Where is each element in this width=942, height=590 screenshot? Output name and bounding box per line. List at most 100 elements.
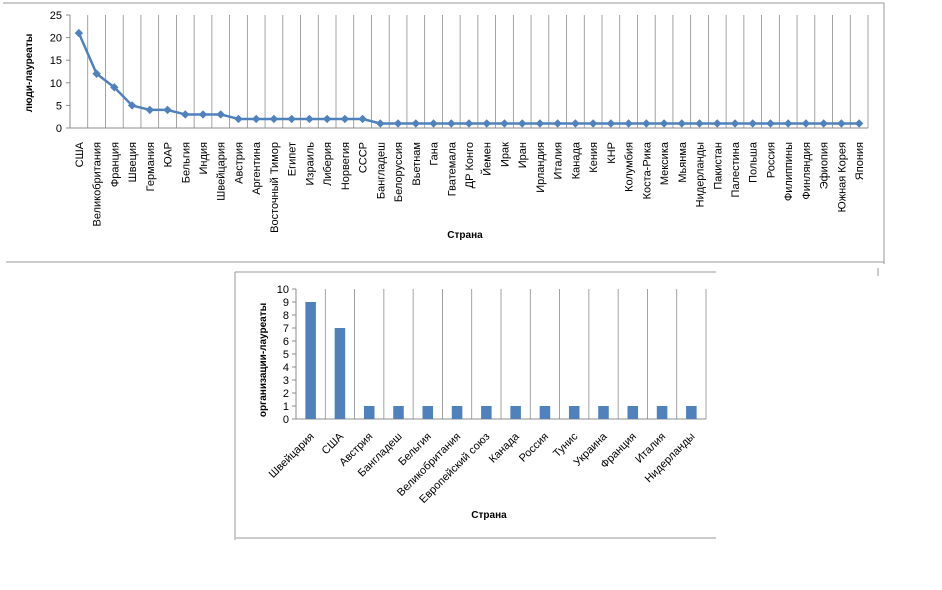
bar-chart-y-tick-label: 10	[277, 284, 289, 296]
bar-chart-frame	[234, 271, 716, 540]
line-chart-data-point	[837, 119, 846, 128]
bar-chart-x-axis-label: Страна	[471, 510, 507, 521]
bar-chart-y-tick-label: 6	[283, 336, 289, 348]
line-chart-data-point	[801, 119, 811, 128]
line-chart-data-point	[393, 119, 403, 128]
line-chart-data-point	[642, 119, 651, 128]
line-chart-data-point	[252, 114, 261, 124]
line-chart-data-point	[447, 119, 456, 128]
line-chart-data-point	[571, 119, 580, 128]
line-chart-series-line	[77, 32, 860, 125]
line-chart-x-tick-label: Великобритания	[92, 142, 104, 227]
line-chart-x-tick-label: Финляндия	[801, 142, 813, 200]
line-chart-y-tick-label: 0	[56, 123, 62, 135]
line-chart-data-point	[819, 119, 828, 128]
line-chart-x-tick-label: Швеция	[127, 142, 139, 182]
line-chart-x-tick-label: Колумбия	[624, 142, 636, 192]
line-chart-y-tick-label: 10	[50, 78, 62, 90]
line-chart-data-point	[677, 119, 686, 128]
line-chart-data-point	[553, 119, 562, 128]
line-chart-x-tick-label: США	[74, 141, 86, 167]
bar-chart-y-tick-label: 3	[283, 375, 289, 387]
line-chart-data-point	[518, 119, 527, 128]
line-chart-x-tick-label: Йемен	[481, 142, 494, 176]
line-chart-x-tick-label: Иран	[517, 142, 529, 168]
bar-chart-bar	[334, 328, 346, 419]
line-chart-data-point	[766, 119, 775, 128]
line-chart-data-point	[322, 114, 332, 124]
line-chart-data-point	[127, 101, 137, 110]
line-chart-data-point	[535, 119, 545, 128]
bar-chart-y-tick-label: 2	[283, 388, 289, 400]
line-chart-data-point	[163, 105, 172, 115]
line-chart-y-tick-label: 5	[56, 100, 62, 112]
line-chart-data-point	[411, 119, 420, 128]
line-chart-data-point	[464, 119, 474, 128]
line-chart-data-point	[482, 119, 491, 128]
line-chart-x-tick-label: Израиль	[304, 142, 316, 186]
line-chart-y-tick-label: 15	[50, 55, 62, 67]
line-chart-data-point	[269, 114, 279, 124]
bar-chart-bar	[363, 406, 375, 419]
line-chart-x-tick-label: Япония	[854, 142, 866, 180]
line-chart-data-point	[854, 119, 864, 128]
bar-chart-x-tick-label: Канада	[487, 430, 522, 465]
bar-chart-y-tick-label: 0	[283, 414, 289, 426]
line-chart-x-tick-label: Австрия	[233, 142, 245, 184]
bar-chart-bar	[481, 406, 492, 419]
line-chart-x-axis-label: Страна	[447, 230, 483, 241]
line-chart-x-tick-label: Аргентина	[251, 141, 263, 195]
line-chart-frame	[3, 2, 885, 276]
line-chart-data-point	[713, 119, 722, 128]
line-chart-data-point	[730, 119, 740, 128]
line-chart-x-tick-label: Гватемала	[446, 141, 458, 196]
line-chart-x-tick-label: Германия	[145, 142, 157, 191]
line-chart-data-point	[110, 83, 119, 92]
line-chart-x-tick-label: Эфиопия	[819, 142, 831, 189]
line-chart-data-point	[606, 119, 616, 128]
bar-chart-x-tick-label: Россия	[517, 431, 551, 465]
line-chart-data-point	[305, 114, 314, 124]
bar-chart-y-tick-label: 1	[283, 401, 289, 413]
bar-chart-y-tick-label: 7	[283, 323, 289, 335]
bar-chart-bar	[627, 406, 639, 419]
bar-chart-y-tick-label: 9	[283, 297, 289, 309]
line-chart-x-tick-label: Вьетнам	[411, 142, 423, 186]
line-chart-data-point	[358, 114, 367, 124]
line-chart-x-tick-label: Либерия	[322, 142, 334, 186]
line-chart-x-tick-label: Коста-Рика	[641, 141, 653, 199]
line-chart-data-point	[181, 110, 190, 119]
bar-chart-bar	[686, 406, 697, 419]
line-chart-data-point	[624, 119, 633, 128]
line-chart-x-tick-label: Мьянма	[677, 141, 689, 182]
line-chart-x-tick-label: Россия	[765, 142, 777, 178]
line-chart-x-tick-label: Польша	[748, 141, 760, 183]
bar-chart-bar	[393, 406, 404, 419]
line-chart-data-point	[234, 114, 243, 124]
line-chart-x-tick-label: Италия	[553, 142, 565, 180]
line-chart-x-tick-label: СССР	[358, 142, 370, 173]
bar-chart-bar	[305, 302, 316, 419]
bar-chart-x-tick-label: США	[320, 430, 347, 457]
line-chart-x-tick-label: Восточный Тимор	[269, 142, 281, 233]
line-chart-y-tick-label: 20	[50, 33, 62, 45]
line-chart-data-point	[198, 110, 208, 119]
line-chart-data-point	[500, 119, 509, 128]
line-chart-x-tick-label: Пакистан	[712, 142, 724, 190]
line-chart: 0 5 10 15 20 25 США Великобритания Франция Швеци…	[24, 10, 869, 241]
line-chart-x-tick-label: ЮАР	[163, 142, 175, 167]
line-chart-data-point	[748, 119, 757, 128]
line-chart-data-point	[429, 119, 438, 128]
bar-chart-bar	[422, 406, 434, 419]
line-chart-x-tick-label: Индия	[198, 142, 210, 175]
bar-chart-y-axis-label: организации-лауреаты	[258, 303, 269, 417]
line-chart-x-tick-label: Норвегия	[340, 142, 352, 190]
bar-chart-bar	[656, 406, 668, 419]
bar-chart-x-tick-label: Швейцария	[267, 431, 317, 481]
line-chart-x-tick-label: Франция	[109, 142, 121, 187]
bar-chart-bar	[451, 406, 463, 419]
line-chart-data-point	[145, 105, 154, 115]
line-chart-y-axis-label: люди-лауреаты	[24, 34, 35, 113]
